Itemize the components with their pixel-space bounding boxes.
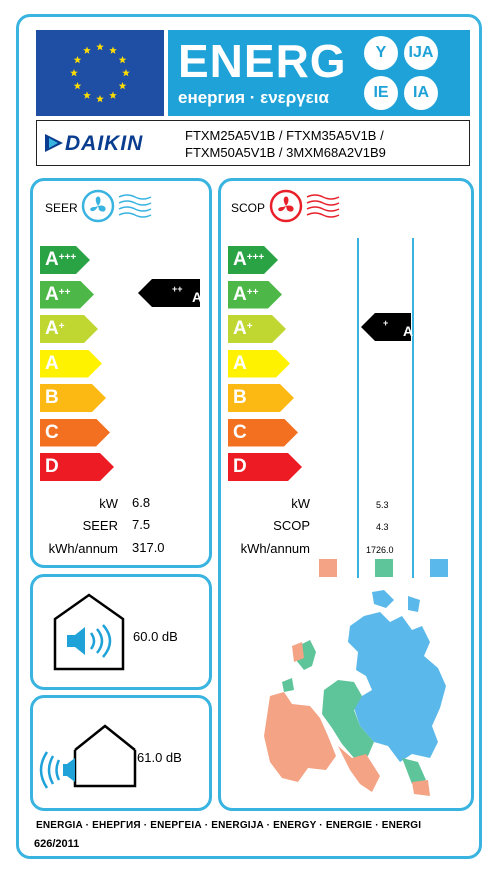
heating-class-arrow: D xyxy=(228,453,302,481)
zone-divider-1 xyxy=(357,238,359,578)
cooling-class-label: B xyxy=(45,387,59,408)
footer-languages: ENERGIA · ЕНЕРГИЯ · ΕΝΕΡΓΕΙΑ · ENERGIJA … xyxy=(36,820,422,831)
zone-average-swatch xyxy=(375,559,393,577)
cooling-class-label: C xyxy=(45,421,59,443)
cooling-class-label: D xyxy=(45,456,59,477)
cooling-seer-value: 7.5 xyxy=(132,517,151,532)
indoor-unit-noise-icon xyxy=(53,593,125,671)
eu-star-icon xyxy=(122,69,130,77)
heating-title: SCOP xyxy=(231,201,266,215)
eu-star-icon xyxy=(118,56,127,64)
outdoor-unit-noise-icon xyxy=(39,724,137,789)
indoor-noise-value: 60.0 dB xyxy=(133,629,178,644)
cooling-class-arrow: A xyxy=(40,350,102,378)
heating-annual-label: kWh/annum xyxy=(240,541,310,556)
eu-stars-icon xyxy=(70,43,130,103)
heating-class-label: A xyxy=(233,352,247,374)
outdoor-noise-panel: 61.0 dB xyxy=(30,695,212,811)
heating-scop-value: 4.3 xyxy=(376,522,389,532)
cooling-class-arrow: A+ xyxy=(40,315,98,343)
cooling-class-label: A+ xyxy=(45,318,65,339)
model-identifiers: FTXM25A5V1B / FTXM35A5V1B / FTXM50A5V1B … xyxy=(185,127,386,161)
heating-rating-indicator: A + xyxy=(361,313,414,341)
model-line-2: FTXM50A5V1B / 3MXM68A2V1B9 xyxy=(185,145,386,160)
energy-header: ENERG енергия · ενεργεια Y IJA IE IA xyxy=(168,30,470,116)
cooling-annual-label: kWh/annum xyxy=(48,541,118,556)
heating-class-arrow: A xyxy=(228,350,290,378)
cooling-class-arrow: C xyxy=(40,419,110,447)
heating-panel: SCOP xyxy=(218,178,474,811)
heating-rating-plus: + xyxy=(383,318,389,328)
heating-scop-label: SCOP xyxy=(273,518,310,533)
heating-class-arrow: B xyxy=(228,384,294,412)
supplier-row: DAIKIN FTXM25A5V1B / FTXM35A5V1B / FTXM5… xyxy=(36,120,470,166)
eu-star-icon xyxy=(83,91,91,99)
language-bubble-ie: IE xyxy=(364,76,398,110)
eu-flag xyxy=(36,30,164,116)
regulation-number: 626/2011 xyxy=(34,838,80,850)
heating-class-label: B xyxy=(233,387,247,408)
label-frame xyxy=(16,14,482,859)
cooling-rating-indicator: A ++ xyxy=(138,279,203,307)
cooling-fan-icon xyxy=(81,189,152,223)
eu-star-icon xyxy=(109,46,117,54)
zone-divider-2 xyxy=(412,238,414,578)
heating-class-label: A++ xyxy=(233,283,259,305)
heating-class-label: D xyxy=(233,456,247,477)
heating-class-label: A+ xyxy=(233,318,253,339)
supplier-name: DAIKIN xyxy=(65,132,144,155)
eu-star-icon xyxy=(109,91,117,99)
cooling-kw-label: kW xyxy=(99,496,118,511)
language-bubble-y: Y xyxy=(364,36,398,70)
heating-annual-value: 1726.0 xyxy=(366,545,394,555)
heating-kw-label: kW xyxy=(291,496,310,511)
europe-climate-map-icon xyxy=(264,590,446,796)
eu-star-icon xyxy=(118,82,127,90)
cooling-annual-value: 317.0 xyxy=(132,540,165,555)
heating-class-label: A+++ xyxy=(233,249,265,270)
heating-class-arrow: C xyxy=(228,419,298,447)
indoor-noise-panel: 60.0 dB xyxy=(30,574,212,690)
eu-star-icon xyxy=(96,95,104,103)
eu-star-icon xyxy=(96,43,104,51)
cooling-title: SEER xyxy=(45,201,78,215)
energy-word: ENERG xyxy=(178,35,347,87)
outdoor-noise-value: 61.0 dB xyxy=(137,750,182,765)
daikin-logo-icon xyxy=(45,134,63,152)
eu-star-icon xyxy=(73,82,82,90)
cooling-rating-plus: ++ xyxy=(172,284,183,294)
heating-rating-letter: A xyxy=(403,323,414,339)
cooling-kw-value: 6.8 xyxy=(132,495,151,510)
language-bubble-ia: IA xyxy=(404,76,438,110)
model-line-1: FTXM25A5V1B / FTXM35A5V1B / xyxy=(185,128,384,143)
language-bubble-ija: IJA xyxy=(404,36,438,70)
cooling-class-arrow: B xyxy=(40,384,106,412)
cooling-class-label: A xyxy=(45,352,59,374)
zone-cold-swatch xyxy=(430,559,448,577)
cooling-panel: SEER xyxy=(30,178,212,568)
cooling-class-label: A+++ xyxy=(45,249,77,270)
cooling-seer-label: SEER xyxy=(82,518,118,533)
cooling-class-arrow: D xyxy=(40,453,114,481)
heating-kw-value: 5.3 xyxy=(376,500,389,510)
cooling-class-label: A++ xyxy=(45,283,71,305)
heating-class-arrow: A+ xyxy=(228,315,286,343)
eu-star-icon xyxy=(70,69,78,77)
eu-star-icon xyxy=(83,46,91,54)
eu-star-icon xyxy=(73,56,82,64)
energy-subtitle: енергия · ενεργεια xyxy=(178,88,329,107)
cooling-rating-letter: A xyxy=(192,289,203,305)
zone-warm-swatch xyxy=(319,559,337,577)
heating-fan-icon xyxy=(269,189,340,223)
heating-class-label: C xyxy=(233,421,247,443)
